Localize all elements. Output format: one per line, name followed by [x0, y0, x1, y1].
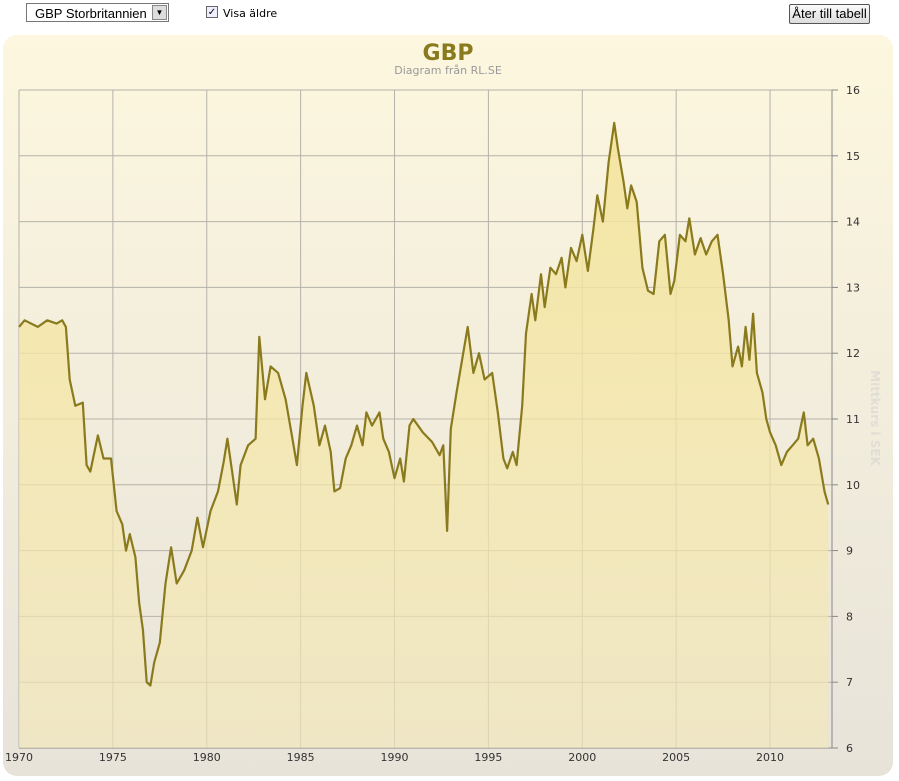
- x-tick-label: 1970: [5, 751, 33, 764]
- chart-title: GBP: [423, 41, 474, 66]
- y-tick-label: 15: [846, 150, 860, 163]
- currency-select[interactable]: GBP Storbritannien ▼: [26, 3, 169, 22]
- x-tick-label: 1980: [193, 751, 221, 764]
- y-tick-label: 8: [846, 610, 853, 623]
- checkbox-label: Visa äldre: [223, 7, 278, 20]
- y-tick-label: 11: [846, 413, 860, 426]
- toolbar: GBP Storbritannien ▼ ✓ Visa äldre Åter ti…: [0, 0, 899, 30]
- x-tick-label: 1995: [474, 751, 502, 764]
- y-tick-label: 7: [846, 676, 853, 689]
- line: [18, 121, 830, 687]
- y-tick-label: 6: [846, 742, 853, 755]
- x-tick-label: 1985: [287, 751, 315, 764]
- chart-subtitle: Diagram från RL.SE: [394, 64, 502, 77]
- y-tick-label: 12: [846, 347, 860, 360]
- x-tick-label: 2000: [568, 751, 596, 764]
- select-arrow: ▼: [152, 5, 167, 20]
- x-tick-label: 1990: [381, 751, 409, 764]
- select-text: GBP Storbritannien: [35, 6, 147, 21]
- y-tick-label: 10: [846, 479, 860, 492]
- back-button[interactable]: Åter till tabell: [789, 4, 870, 24]
- y-tick-label: 14: [846, 216, 860, 229]
- y-tick-label: 9: [846, 545, 853, 558]
- x-tick-label: 2005: [662, 751, 690, 764]
- y-tick-label: 16: [846, 84, 860, 97]
- area: [19, 122, 829, 748]
- y-axis-label: Mittkurs i SEK: [868, 370, 882, 466]
- y-tick-label: 13: [846, 281, 860, 294]
- x-tick-label: 1975: [99, 751, 127, 764]
- checkbox[interactable]: ✓: [206, 6, 218, 18]
- x-tick-label: 2010: [756, 751, 784, 764]
